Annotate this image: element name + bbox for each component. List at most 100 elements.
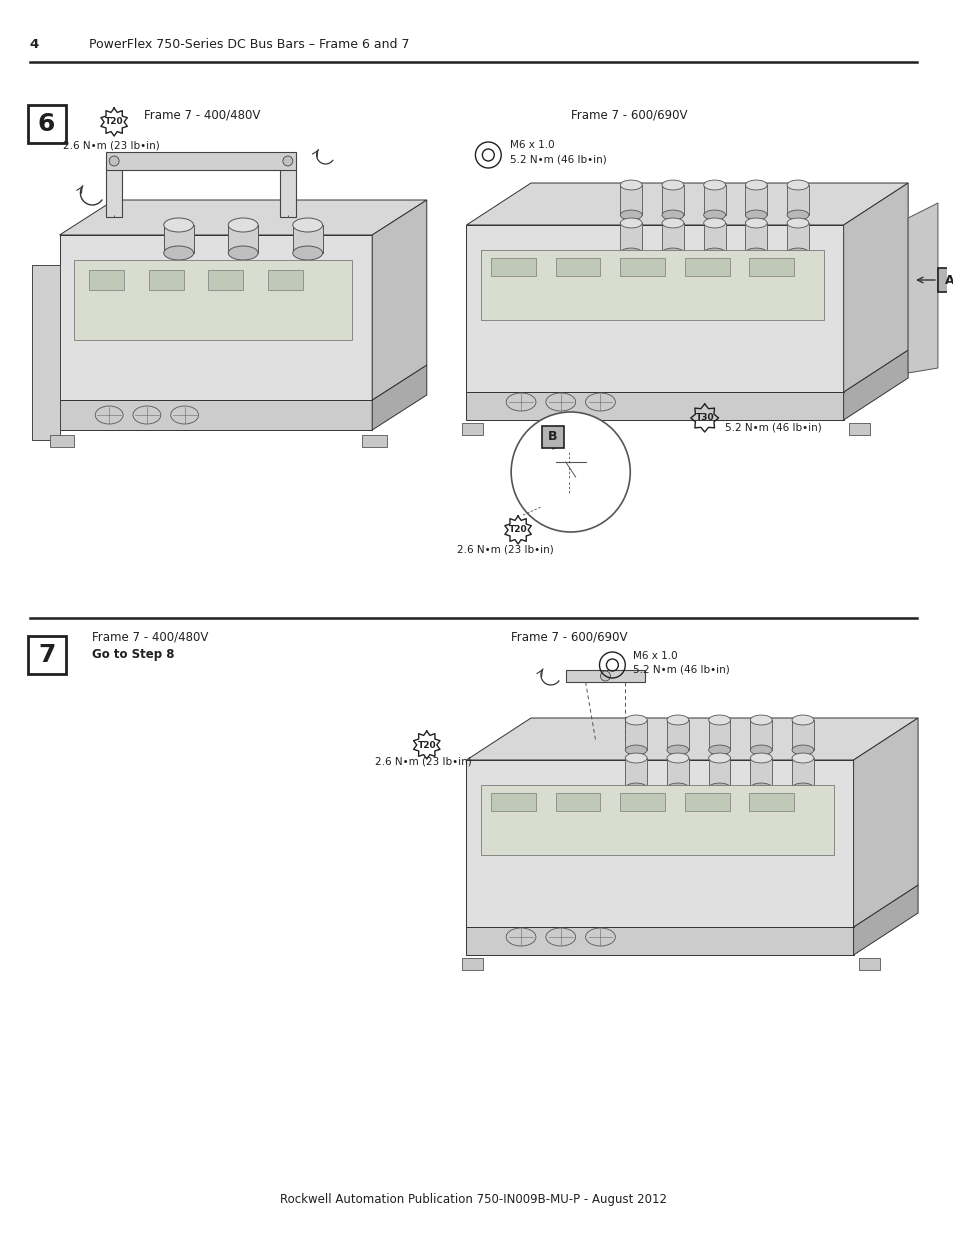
Text: 5.2 N•m (46 lb•in): 5.2 N•m (46 lb•in) <box>633 664 729 676</box>
Ellipse shape <box>750 745 771 755</box>
Bar <box>666 758 688 788</box>
Bar <box>744 185 766 215</box>
Ellipse shape <box>744 248 766 258</box>
Polygon shape <box>466 885 917 927</box>
Bar <box>748 258 793 275</box>
Bar <box>619 261 641 291</box>
Ellipse shape <box>750 821 771 831</box>
Ellipse shape <box>666 715 688 725</box>
Bar <box>619 793 664 811</box>
Bar <box>491 258 536 275</box>
Text: B: B <box>548 431 557 443</box>
Bar <box>708 758 730 788</box>
Polygon shape <box>31 266 59 440</box>
Bar <box>268 270 302 290</box>
Polygon shape <box>59 200 426 235</box>
Ellipse shape <box>703 248 725 258</box>
Polygon shape <box>466 183 907 225</box>
Bar <box>750 797 771 826</box>
Ellipse shape <box>661 210 683 220</box>
Polygon shape <box>372 200 426 400</box>
Text: T20: T20 <box>105 117 123 126</box>
Bar <box>208 270 243 290</box>
Bar <box>661 224 683 253</box>
Text: Go to Step 8: Go to Step 8 <box>92 648 174 661</box>
Ellipse shape <box>624 745 646 755</box>
Ellipse shape <box>744 219 766 228</box>
Bar <box>90 270 124 290</box>
Ellipse shape <box>750 715 771 725</box>
Bar <box>786 224 808 253</box>
Circle shape <box>109 156 119 165</box>
Text: T30: T30 <box>695 414 713 422</box>
Bar <box>619 224 641 253</box>
Polygon shape <box>842 183 907 391</box>
Polygon shape <box>59 400 372 430</box>
Ellipse shape <box>786 219 808 228</box>
Text: 2.6 N•m (23 lb•in): 2.6 N•m (23 lb•in) <box>375 757 472 767</box>
Ellipse shape <box>744 210 766 220</box>
Bar <box>748 793 793 811</box>
Ellipse shape <box>619 256 641 266</box>
Ellipse shape <box>164 246 193 261</box>
Text: 2.6 N•m (23 lb•in): 2.6 N•m (23 lb•in) <box>63 140 159 149</box>
Ellipse shape <box>506 927 536 946</box>
Bar <box>684 258 729 275</box>
Ellipse shape <box>228 219 257 232</box>
Text: Frame 7 - 400/480V: Frame 7 - 400/480V <box>144 109 260 122</box>
Text: A: A <box>944 273 953 287</box>
Bar <box>362 435 387 447</box>
Text: M6 x 1.0: M6 x 1.0 <box>510 140 555 149</box>
Ellipse shape <box>791 792 813 802</box>
Ellipse shape <box>744 180 766 190</box>
Text: 4: 4 <box>30 38 39 51</box>
Bar <box>703 261 725 291</box>
Ellipse shape <box>95 406 123 424</box>
Bar <box>661 261 683 291</box>
Ellipse shape <box>786 287 808 296</box>
Ellipse shape <box>703 256 725 266</box>
Polygon shape <box>853 885 917 955</box>
Ellipse shape <box>293 219 322 232</box>
Ellipse shape <box>624 792 646 802</box>
Bar <box>461 958 483 969</box>
Bar <box>481 785 833 855</box>
Ellipse shape <box>786 210 808 220</box>
Ellipse shape <box>619 287 641 296</box>
Bar <box>624 758 646 788</box>
Text: Rockwell Automation Publication 750-IN009B-MU-P - August 2012: Rockwell Automation Publication 750-IN00… <box>279 1193 666 1207</box>
Ellipse shape <box>228 246 257 261</box>
Bar <box>703 185 725 215</box>
FancyBboxPatch shape <box>541 426 563 448</box>
Ellipse shape <box>708 753 730 763</box>
Ellipse shape <box>786 256 808 266</box>
Ellipse shape <box>661 248 683 258</box>
Ellipse shape <box>132 406 161 424</box>
Ellipse shape <box>624 753 646 763</box>
Bar <box>786 261 808 291</box>
Bar <box>708 797 730 826</box>
Bar <box>50 435 74 447</box>
Bar <box>619 258 664 275</box>
Bar <box>74 261 352 340</box>
Ellipse shape <box>744 287 766 296</box>
Ellipse shape <box>708 783 730 793</box>
Polygon shape <box>59 366 426 400</box>
Ellipse shape <box>619 180 641 190</box>
Ellipse shape <box>708 745 730 755</box>
Ellipse shape <box>786 248 808 258</box>
Ellipse shape <box>661 256 683 266</box>
Ellipse shape <box>703 287 725 296</box>
Ellipse shape <box>744 256 766 266</box>
Text: Frame 7 - 400/480V: Frame 7 - 400/480V <box>92 631 209 643</box>
Ellipse shape <box>708 715 730 725</box>
Bar <box>565 671 644 682</box>
Bar <box>293 225 322 253</box>
Ellipse shape <box>791 753 813 763</box>
Ellipse shape <box>661 180 683 190</box>
FancyBboxPatch shape <box>937 268 953 291</box>
Ellipse shape <box>666 753 688 763</box>
Ellipse shape <box>293 246 322 261</box>
Bar <box>106 167 122 217</box>
Ellipse shape <box>506 393 536 411</box>
